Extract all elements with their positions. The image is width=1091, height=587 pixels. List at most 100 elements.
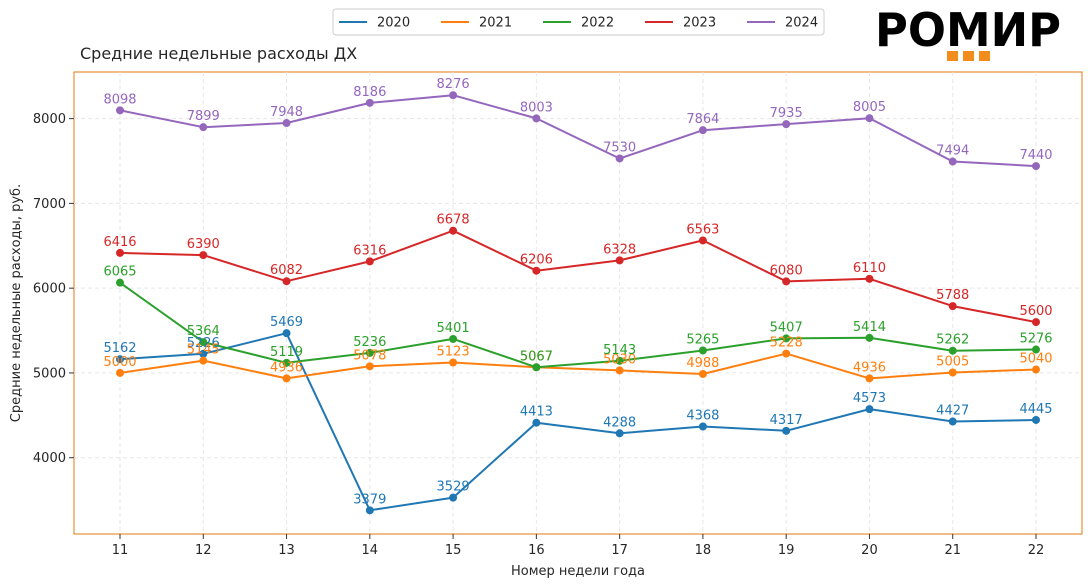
data-point-2023 — [116, 248, 124, 257]
data-label-2020: 5162 — [103, 341, 136, 356]
data-point-2021 — [282, 374, 291, 383]
data-label-2024: 7948 — [270, 105, 303, 120]
data-label-2023: 5788 — [936, 288, 969, 303]
data-label-2020: 3379 — [353, 492, 386, 507]
data-point-2024 — [1032, 162, 1040, 171]
x-tick-label: 12 — [195, 543, 212, 558]
data-point-2021 — [116, 368, 124, 377]
legend-label-2024: 2024 — [785, 16, 818, 31]
data-label-2020: 4573 — [853, 391, 886, 406]
series-layer — [116, 91, 1040, 515]
data-point-2024 — [698, 126, 707, 135]
data-label-2021: 4936 — [853, 360, 886, 375]
x-tick-label: 18 — [695, 543, 712, 558]
x-tick-label: 22 — [1028, 543, 1045, 558]
x-tick-label: 16 — [528, 543, 545, 558]
data-label-2024: 7440 — [1019, 148, 1052, 163]
x-axis-label: Номер недели года — [511, 564, 645, 579]
data-label-2024: 7494 — [936, 144, 969, 159]
data-label-2020: 4368 — [686, 409, 719, 424]
data-label-2024: 8098 — [103, 92, 136, 107]
x-tick-label: 11 — [112, 543, 129, 558]
data-point-2023 — [615, 256, 624, 265]
data-label-2022: 5364 — [187, 324, 220, 339]
data-point-2024 — [532, 114, 541, 123]
data-label-2023: 5600 — [1019, 304, 1052, 319]
data-point-2023 — [282, 277, 291, 286]
x-tick-label: 19 — [778, 543, 795, 558]
y-tick-label: 7000 — [33, 197, 66, 212]
y-tick-label: 8000 — [33, 112, 66, 127]
data-point-2023 — [199, 251, 208, 260]
data-label-2020: 5226 — [187, 336, 220, 351]
data-point-2023 — [948, 302, 957, 311]
data-point-2024 — [865, 114, 874, 123]
data-label-2020: 4427 — [936, 404, 969, 419]
data-point-2023 — [865, 274, 874, 283]
data-point-2020 — [199, 349, 208, 358]
data-point-2021 — [199, 356, 208, 365]
data-point-2021 — [365, 362, 374, 371]
data-label-2023: 6678 — [437, 213, 470, 228]
data-label-2021: 5000 — [103, 355, 136, 370]
data-label-2020: 3529 — [437, 480, 470, 495]
romir-logo: РОМИР — [875, 3, 1061, 61]
data-label-2024: 7935 — [770, 106, 803, 121]
data-point-2022 — [365, 348, 374, 357]
data-point-2022 — [782, 334, 791, 343]
data-point-2021 — [1032, 365, 1040, 374]
data-point-2021 — [948, 368, 957, 377]
chart-title: Средние недельные расходы ДХ — [80, 44, 357, 63]
x-tick-label: 13 — [278, 543, 295, 558]
data-label-2020: 4413 — [520, 405, 553, 420]
data-point-2020 — [615, 429, 624, 438]
data-point-2020 — [698, 422, 707, 431]
data-label-2021: 5078 — [353, 348, 386, 363]
data-point-2023 — [698, 236, 707, 245]
data-point-2023 — [449, 226, 458, 235]
data-label-2021: 5123 — [437, 345, 470, 360]
data-point-2021 — [449, 358, 458, 367]
legend-label-2020: 2020 — [377, 16, 410, 31]
data-label-2020: 4317 — [770, 413, 803, 428]
logo-square-1 — [947, 51, 958, 61]
data-label-2024: 8005 — [853, 100, 886, 115]
data-point-2020 — [532, 418, 541, 427]
data-label-2022: 6065 — [103, 265, 136, 280]
x-tick-label: 21 — [944, 543, 961, 558]
data-point-2021 — [698, 369, 707, 378]
data-point-2023 — [782, 277, 791, 286]
data-label-2021: 5005 — [936, 355, 969, 370]
y-axis-label: Средние недельные расходы, руб. — [9, 184, 24, 422]
data-point-2020 — [865, 405, 874, 414]
data-point-2024 — [365, 98, 374, 107]
logo-square-2 — [963, 51, 974, 61]
data-point-2020 — [782, 426, 791, 435]
logo-wordmark: РОМИР — [875, 3, 1061, 57]
data-label-2024: 7899 — [187, 109, 220, 124]
data-label-2022: 5407 — [770, 320, 803, 335]
series-line-2020 — [119, 332, 1037, 512]
data-point-2023 — [365, 257, 374, 266]
data-point-2024 — [449, 91, 458, 100]
data-point-2022 — [199, 338, 208, 347]
data-label-2024: 7530 — [603, 140, 636, 155]
data-point-2024 — [199, 123, 208, 132]
data-label-2023: 6563 — [686, 222, 719, 237]
data-label-2022: 5262 — [936, 333, 969, 348]
data-label-2022: 5276 — [1019, 332, 1052, 347]
legend-items: 2020 2021 2022 2023 2024 — [339, 16, 818, 31]
legend-label-2023: 2023 — [683, 16, 716, 31]
legend-label-2022: 2022 — [581, 16, 614, 31]
data-label-2023: 6316 — [353, 243, 386, 258]
data-point-2022 — [449, 334, 458, 343]
data-label-2021: 5228 — [770, 336, 803, 351]
data-labels-layer: 5162 5226 5469 3379 3529 4413 4288 4368 4317 4573… — [103, 77, 1052, 507]
y-tick-label: 6000 — [33, 282, 66, 297]
data-point-2022 — [865, 333, 874, 342]
data-label-2022: 5119 — [270, 345, 303, 360]
data-label-2023: 6328 — [603, 242, 636, 257]
logo-square-3 — [979, 51, 990, 61]
legend-label-2021: 2021 — [479, 16, 512, 31]
x-axis: 11 12 13 14 15 16 17 18 19 20 21 22 — [112, 534, 1045, 558]
